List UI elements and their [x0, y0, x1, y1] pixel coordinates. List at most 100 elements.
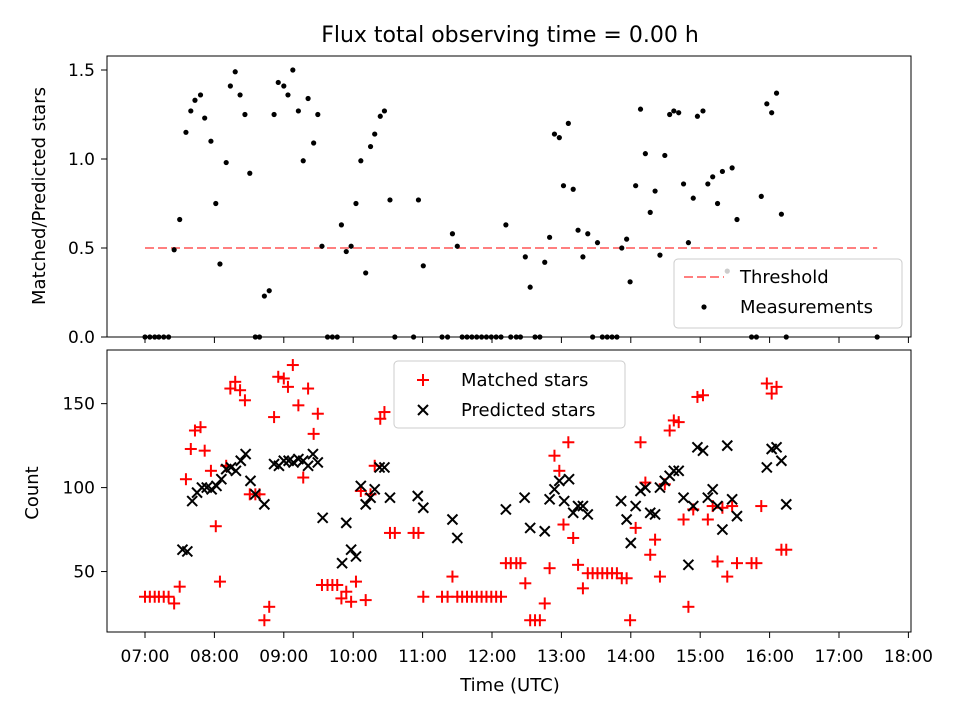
predicted-star-point	[582, 508, 594, 521]
matched-star-point	[388, 526, 401, 539]
matched-star-point	[238, 394, 251, 407]
matched-star-point	[173, 580, 186, 593]
matched-star-point	[543, 562, 556, 575]
predicted-star-point	[230, 465, 242, 477]
matched-star-point	[307, 427, 320, 440]
matched-star-point	[677, 513, 690, 526]
matched-star-point	[576, 582, 589, 595]
matched-star-point	[495, 590, 508, 603]
measurement-point	[542, 259, 548, 265]
measurement-point	[565, 120, 571, 126]
predicted-star-point	[316, 512, 329, 524]
predicted-star-point	[775, 455, 788, 467]
predicted-star-point	[563, 473, 575, 485]
measurement-point	[671, 108, 677, 114]
top-legend-box	[673, 258, 903, 329]
matched-star-point	[750, 557, 763, 570]
legend-threshold-label: Threshold	[739, 267, 829, 288]
matched-star-point	[649, 533, 662, 546]
top-y-ticks: 0.0 0.5 1.0 1.5	[68, 61, 107, 348]
bottom-y-tick-label: 100	[63, 479, 95, 499]
measurement-point	[685, 240, 692, 246]
bottom-legend-box	[393, 360, 626, 429]
matched-star-point	[268, 411, 281, 424]
matched-star-point	[624, 614, 637, 627]
predicted-star-point	[634, 485, 647, 497]
predicted-star-point	[451, 532, 464, 544]
top-axes-frame	[106, 55, 912, 338]
predicted-star-point	[539, 525, 551, 537]
measurement-point	[188, 108, 194, 114]
matched-star-point	[198, 444, 211, 457]
measurement-point	[627, 279, 633, 285]
predicted-star-point	[668, 465, 680, 477]
matched-star-point	[533, 614, 546, 627]
matched-star-point	[374, 412, 387, 425]
predicted-star-point	[355, 480, 367, 492]
matched-star-point	[292, 399, 305, 412]
measurement-point	[527, 284, 533, 290]
measurement-point	[377, 113, 383, 119]
predicted-star-point	[687, 500, 699, 512]
predicted-star-point	[721, 439, 733, 452]
measurement-point	[575, 227, 581, 233]
matched-star-point	[519, 577, 532, 590]
measurement-point	[261, 293, 267, 299]
matched-star-point	[730, 557, 743, 570]
measurement-point	[652, 188, 658, 194]
measurement-point	[594, 240, 601, 246]
predicted-star-point	[572, 500, 584, 512]
matched-star-point	[770, 380, 783, 393]
bottom-x-tick-label: 14:00	[606, 647, 655, 667]
predicted-star-point	[417, 502, 430, 514]
predicted-star-point	[567, 507, 579, 519]
predicted-star-point	[210, 480, 223, 492]
matched-star-point	[345, 595, 358, 608]
measurement-point	[680, 181, 687, 187]
measurement-point	[580, 254, 586, 260]
predicted-star-point	[278, 455, 290, 467]
predicted-star-point	[186, 495, 198, 507]
measurement-point	[778, 211, 784, 217]
measurement-point	[503, 222, 509, 228]
bottom-x-tick-label: 10:00	[329, 647, 378, 667]
predicted-star-point	[654, 481, 666, 494]
predicted-star-point	[239, 448, 252, 460]
matched-star-point	[682, 600, 695, 613]
matched-star-point	[696, 389, 709, 402]
bottom-x-axis-label: Time (UTC)	[459, 675, 560, 696]
matched-star-point	[277, 372, 290, 385]
predicted-star-point	[558, 495, 570, 507]
matched-star-point	[726, 500, 739, 513]
predicted-star-point	[302, 460, 314, 472]
matched-star-point	[780, 543, 793, 556]
measurement-point	[454, 243, 460, 249]
bottom-panel: Count Time (UTC) 50 100 150 07:00 08:00 09:0…	[22, 349, 933, 696]
top-panel: Flux total observing time = 0.00 h Match…	[29, 23, 912, 348]
top-y-tick-label: 1.5	[68, 61, 95, 81]
bottom-y-ticks: 50 100 150	[63, 395, 107, 583]
measurement-point	[353, 200, 359, 207]
measurement-point	[358, 158, 364, 164]
matched-star-point	[179, 473, 192, 486]
measurement-point	[348, 243, 354, 249]
measurement-point	[420, 263, 426, 269]
legend-predicted-label: Predicted stars	[461, 400, 595, 421]
predicted-star-point	[215, 473, 228, 485]
matched-star-point	[653, 570, 666, 583]
predicted-star-point	[780, 498, 792, 511]
bottom-y-axis-label: Count	[22, 466, 43, 519]
predicted-star-point	[244, 475, 257, 487]
predicted-star-point	[639, 481, 652, 494]
measurement-point	[449, 231, 456, 237]
measurement-point	[367, 143, 374, 150]
measurement-point	[232, 69, 238, 75]
measurement-point	[764, 101, 770, 107]
measurement-point	[242, 111, 248, 118]
bottom-x-tick-label: 07:00	[121, 647, 170, 667]
top-legend: Threshold Measurements	[673, 258, 903, 329]
bottom-x-tick-label: 11:00	[398, 647, 447, 667]
matched-star-point	[340, 585, 353, 598]
matched-star-point	[272, 370, 285, 383]
predicted-star-point	[553, 475, 566, 487]
